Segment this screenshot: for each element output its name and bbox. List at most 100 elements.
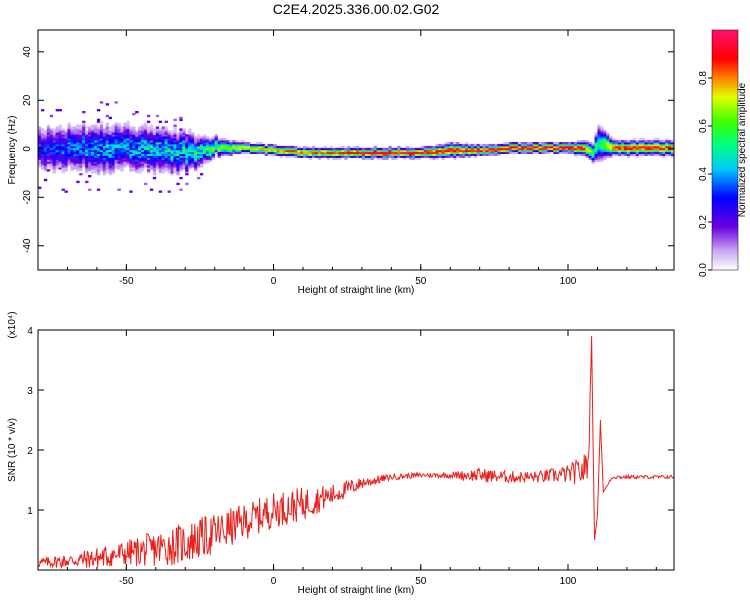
spectrogram-cell: [270, 149, 274, 153]
spectrogram-cell: [108, 163, 113, 166]
spectrogram-cell: [117, 132, 121, 135]
spectrogram-cell: [217, 153, 221, 156]
spectrogram-cell: [341, 153, 345, 156]
spectrogram-cell: [588, 142, 592, 145]
spectrogram-cell: [535, 145, 539, 149]
spectrogram-cell: [391, 157, 395, 160]
spectrogram-cell: [370, 157, 375, 160]
spectrogram-cell: [82, 143, 86, 147]
spectrogram-cell: [146, 138, 151, 141]
spectrogram-cell: [120, 136, 124, 139]
spectrogram-cell: [532, 147, 537, 151]
spectrogram-cell: [135, 110, 139, 114]
spectrogram-cell: [247, 149, 251, 153]
spectrogram-cell: [152, 134, 157, 137]
spectrogram-cell: [606, 142, 610, 145]
spectrogram-cell: [64, 153, 68, 156]
spectrogram-cell: [397, 145, 401, 149]
spectrogram-cell: [64, 157, 68, 160]
spectrogram-cell: [403, 149, 407, 153]
spectrogram-cell: [67, 143, 71, 147]
spectrogram-cell: [400, 155, 404, 158]
spectrogram-cell: [88, 155, 92, 158]
spectrogram-cell: [46, 128, 51, 131]
spectrogram-cell: [211, 145, 216, 149]
spectrogram-cell: [152, 153, 157, 156]
spectrogram-cell: [149, 188, 154, 191]
spectrogram-cell: [88, 138, 92, 141]
spectrogram-cell: [188, 165, 192, 168]
spectrogram-cell: [553, 149, 557, 153]
spectrogram-cell: [603, 132, 607, 135]
spectrogram-cell: [144, 134, 148, 137]
spectrogram-cell: [152, 128, 157, 131]
spectrogram-cell: [152, 151, 157, 155]
spectrogram-cell: [332, 153, 336, 156]
spectrogram-cell: [423, 151, 428, 155]
spectrogram-cell: [152, 159, 157, 162]
spectrogram-cell: [52, 151, 57, 155]
spectrogram-cell: [367, 149, 372, 153]
spectrogram-cell: [179, 140, 183, 143]
spectrogram-cell: [132, 159, 136, 162]
spectrogram-cell: [559, 151, 563, 155]
spectrogram-cell: [615, 153, 619, 156]
spectrogram-cell: [185, 140, 189, 143]
spectrogram-cell: [40, 157, 45, 160]
spectrogram-cell: [170, 153, 174, 156]
spectrogram-cell: [146, 126, 151, 129]
spectrogram-cell: [138, 165, 142, 168]
spectrogram-cell: [91, 157, 95, 160]
spectrogram-cell: [155, 134, 160, 137]
spectrogram-cell: [96, 188, 101, 191]
spectrogram-cell: [202, 142, 207, 145]
spectrogram-cell: [199, 165, 204, 168]
spectrogram-cell: [662, 140, 666, 143]
spectrogram-cell: [179, 149, 183, 153]
spectrogram-cell: [64, 155, 68, 158]
spectrogram-cell: [432, 147, 436, 151]
spectrogram-cell: [326, 153, 330, 156]
spectrogram-cell: [361, 153, 366, 156]
spectrogram-cell: [456, 149, 460, 153]
spectrogram-cell: [173, 147, 177, 151]
spectrogram-cell: [96, 120, 101, 124]
spectrogram-cell: [188, 128, 192, 131]
spectrogram-cell: [267, 143, 272, 147]
spectrogram-cell: [88, 128, 92, 131]
spectrogram-cell: [149, 149, 154, 153]
spectrogram-cell: [73, 136, 77, 139]
spectrogram-cell: [76, 140, 80, 143]
spectrogram-cell: [70, 157, 74, 160]
spectrogram-cell: [202, 151, 207, 155]
spectrogram-cell: [597, 132, 601, 135]
spectrogram-cell: [432, 155, 436, 158]
spectrogram-cell: [43, 163, 48, 166]
spectrogram-cell: [641, 145, 645, 149]
spectrogram-cell: [594, 136, 598, 139]
spectrogram-cell: [662, 149, 666, 153]
spectrogram-cell: [55, 128, 60, 131]
spectrogram-cell: [144, 161, 148, 164]
spectrogram-cell: [520, 149, 525, 153]
spectrogram-cell: [326, 155, 330, 158]
spectrogram-cell: [435, 145, 439, 149]
spectrogram-cell: [194, 161, 198, 164]
spectrogram-cell: [326, 151, 330, 155]
spectrogram-cell: [161, 153, 166, 156]
spectrogram-cell: [438, 151, 442, 155]
spectrogram-cell: [105, 147, 110, 151]
spectrogram-cell: [129, 145, 133, 149]
spectrogram-cell: [600, 147, 604, 151]
spectrogram-cell: [129, 147, 133, 151]
spectrogram-cell: [644, 151, 648, 155]
spectrogram-cell: [138, 147, 142, 151]
spectrogram-cell: [64, 190, 68, 193]
spectrogram-cell: [491, 147, 495, 151]
spectrogram-cell: [294, 151, 298, 155]
spectrogram-cell: [52, 145, 57, 149]
spectrogram-cell: [264, 149, 269, 153]
spectrogram-cell: [126, 163, 130, 166]
spectrogram-cell: [653, 153, 657, 156]
spectrogram-cell: [585, 153, 590, 156]
